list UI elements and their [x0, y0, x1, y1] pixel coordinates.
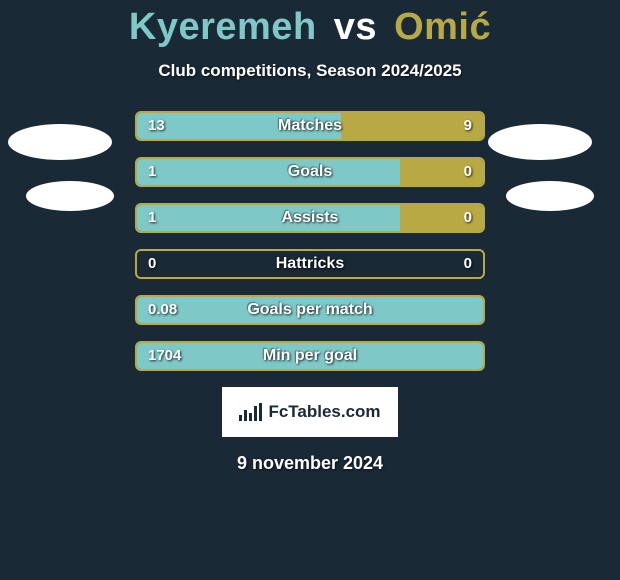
logo-label: FcTables.com — [268, 402, 380, 422]
subtitle: Club competitions, Season 2024/2025 — [0, 61, 620, 81]
stat-row: Min per goal1704 — [0, 341, 620, 371]
bar-left — [137, 113, 341, 139]
stat-row: Goals10 — [0, 157, 620, 187]
bar-left — [137, 205, 400, 231]
logo-text: FcTables.com — [239, 402, 380, 422]
bar-track — [135, 111, 485, 141]
fctables-logo: FcTables.com — [222, 387, 398, 437]
stat-row: Assists10 — [0, 203, 620, 233]
stat-row: Matches139 — [0, 111, 620, 141]
bar-left — [137, 297, 483, 323]
stats-chart: Matches139 Goals10 Assists10 Hattricks00 Goa… — [0, 111, 620, 371]
player1-name: Kyeremeh — [129, 6, 317, 48]
bar-right — [400, 159, 483, 185]
bar-track — [135, 341, 485, 371]
page-title: Kyeremeh vs Omić — [0, 6, 620, 49]
bar-track — [135, 157, 485, 187]
bar-right — [341, 113, 483, 139]
vs-text: vs — [334, 6, 377, 48]
chart-icon — [239, 403, 262, 421]
player2-name: Omić — [394, 6, 491, 48]
bar-left — [137, 159, 400, 185]
bar-track — [135, 249, 485, 279]
comparison-infographic: Kyeremeh vs Omić Club competitions, Seas… — [0, 6, 620, 580]
stat-row: Hattricks00 — [0, 249, 620, 279]
bar-track — [135, 203, 485, 233]
stat-row: Goals per match0.08 — [0, 295, 620, 325]
date-label: 9 november 2024 — [0, 453, 620, 474]
bar-right — [400, 205, 483, 231]
bar-left — [137, 343, 483, 369]
bar-track — [135, 295, 485, 325]
